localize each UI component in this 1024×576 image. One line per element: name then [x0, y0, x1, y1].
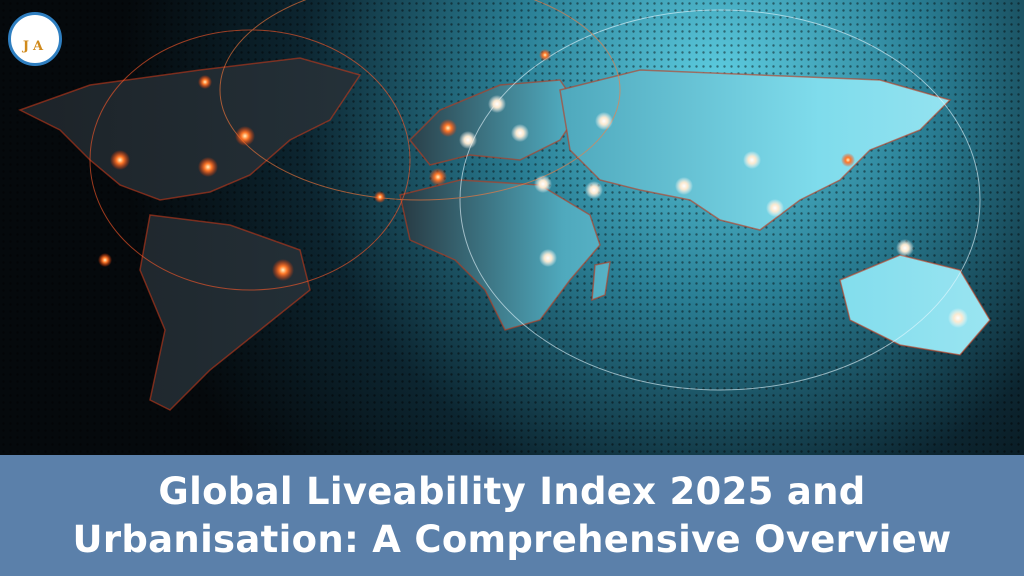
- title-banner: Global Liveability Index 2025 and Urbani…: [0, 455, 1024, 576]
- logo-letters: JA: [22, 39, 48, 54]
- world-map-art: [0, 0, 1024, 455]
- title-line: Global Liveability Index 2025 and: [158, 469, 866, 513]
- logo: JA: [8, 12, 62, 66]
- title-line: Urbanisation: A Comprehensive Overview: [72, 517, 952, 561]
